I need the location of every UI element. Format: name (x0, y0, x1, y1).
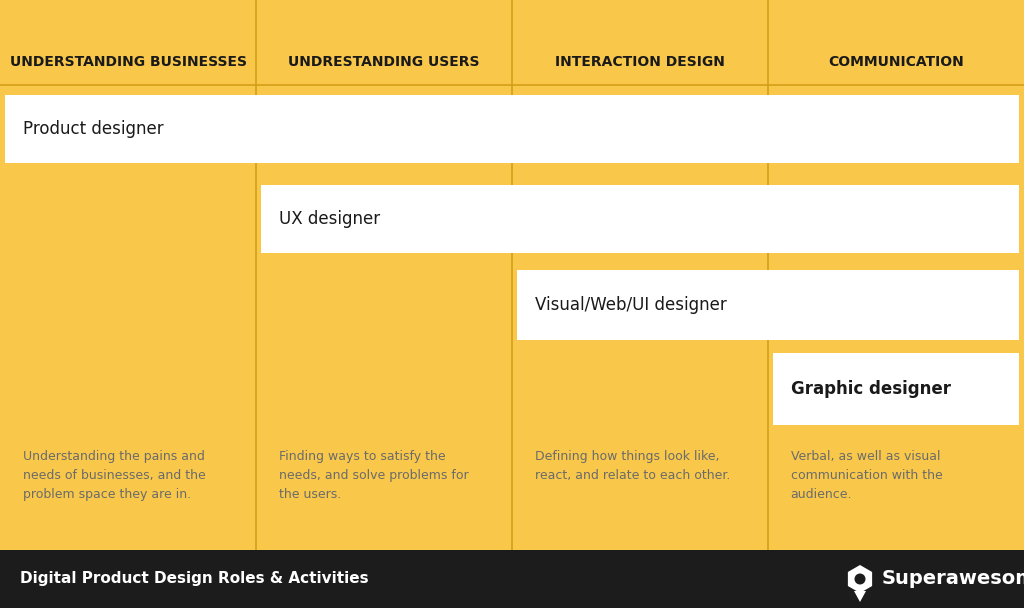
Text: Digital Product Design Roles & Activities: Digital Product Design Roles & Activitie… (20, 572, 369, 587)
Text: UNDERSTANDING BUSINESSES: UNDERSTANDING BUSINESSES (9, 55, 247, 69)
Text: Understanding the pains and
needs of businesses, and the
problem space they are : Understanding the pains and needs of bus… (23, 450, 205, 501)
Text: UNDRESTANDING USERS: UNDRESTANDING USERS (288, 55, 480, 69)
Text: INTERACTION DESIGN: INTERACTION DESIGN (555, 55, 725, 69)
Bar (773, 353, 1019, 425)
Circle shape (854, 573, 865, 584)
Polygon shape (854, 591, 866, 602)
Text: Verbal, as well as visual
communication with the
audience.: Verbal, as well as visual communication … (791, 450, 942, 501)
Bar (5, 95, 1019, 163)
Text: Superawesome: Superawesome (882, 570, 1024, 589)
Bar (517, 270, 1019, 340)
Text: Finding ways to satisfy the
needs, and solve problems for
the users.: Finding ways to satisfy the needs, and s… (279, 450, 468, 501)
Text: Product designer: Product designer (24, 120, 164, 138)
Text: COMMUNICATION: COMMUNICATION (828, 55, 964, 69)
Polygon shape (848, 565, 872, 593)
Bar (261, 185, 1019, 253)
Text: UX designer: UX designer (280, 210, 380, 228)
Text: Visual/Web/UI designer: Visual/Web/UI designer (536, 296, 727, 314)
Bar (0, 550, 1024, 608)
Text: Graphic designer: Graphic designer (792, 380, 951, 398)
Text: Defining how things look like,
react, and relate to each other.: Defining how things look like, react, an… (535, 450, 730, 482)
